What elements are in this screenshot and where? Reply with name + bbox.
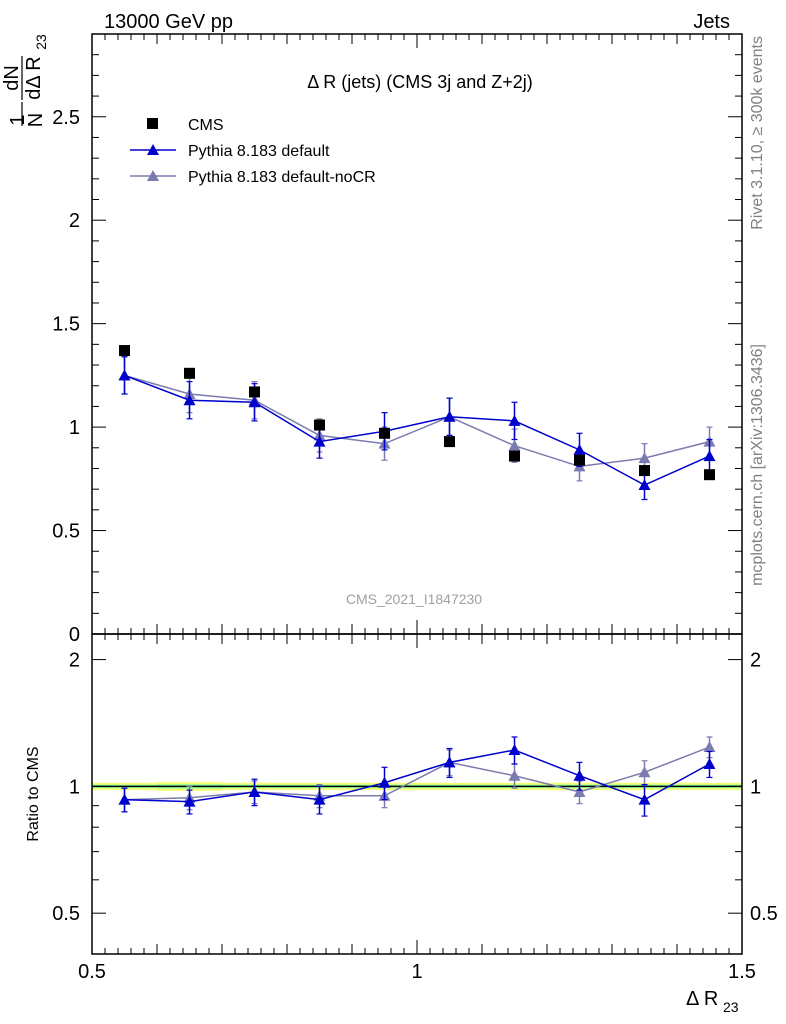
cms-point <box>379 427 390 439</box>
ratio-y-axis-label: Ratio to CMS <box>25 746 42 841</box>
cms-point <box>639 465 650 477</box>
svg-text:23: 23 <box>33 34 49 50</box>
ratio-y-tick-label: 0.5 <box>52 903 80 925</box>
default-point <box>118 369 131 381</box>
main-y-tick-label: 0.5 <box>52 521 80 543</box>
cms-point <box>704 469 715 481</box>
default-point <box>183 394 196 406</box>
default-point <box>248 396 261 408</box>
cms-point <box>444 436 455 448</box>
ratio-default-point <box>313 793 326 805</box>
svg-text:dΔ R: dΔ R <box>23 56 45 99</box>
ratio-frame <box>91 633 743 955</box>
ratio-nocr-point <box>573 785 586 797</box>
analysis-watermark: CMS_2021_I1847230 <box>346 591 482 607</box>
ratio-default-point <box>378 776 391 788</box>
cms-point <box>574 454 585 466</box>
ratio-default-point <box>118 793 131 805</box>
nocr-point <box>508 439 521 451</box>
svg-text:N: N <box>25 113 47 127</box>
legend-default-label: Pythia 8.183 default <box>188 143 330 160</box>
svg-text:dN: dN <box>1 65 23 91</box>
ratio-y-tick-labels-right: 0.5 1 2 <box>750 650 778 926</box>
ratio-nocr-point <box>638 766 651 778</box>
ratio-default-point <box>248 785 261 797</box>
ratio-y-tick-label: 1 <box>69 776 80 798</box>
default-point <box>638 479 651 491</box>
main-y-tick-label: 1.5 <box>52 314 80 336</box>
ratio-panel: 0.5 1 2 0.5 1 2 0.5 1 1.5 Ratio to CMS Δ R 23 <box>25 633 778 1015</box>
rivet-label: Rivet 3.1.10, ≥ 300k events <box>749 36 766 230</box>
main-y-axis-label: 1 N dN dΔ R 23 <box>1 34 49 127</box>
legend-default-marker <box>147 144 159 155</box>
legend-cms-marker <box>147 118 158 129</box>
svg-text:Δ R: Δ R <box>686 988 718 1010</box>
main-y-tick-label: 1 <box>69 417 80 439</box>
default-line <box>124 374 710 486</box>
main-y-tick-label: 2.5 <box>52 107 80 129</box>
ratio-y-tick-label: 2 <box>69 650 80 672</box>
nocr-point <box>638 452 651 464</box>
legend: CMS Pythia 8.183 default Pythia 8.183 de… <box>130 117 376 186</box>
header-jets: Jets <box>693 11 730 33</box>
default-point <box>313 435 326 447</box>
cms-point <box>119 345 130 357</box>
ratio-axis-ticks <box>92 659 742 955</box>
x-tick-labels: 0.5 1 1.5 <box>78 961 756 983</box>
plot-title: Δ R (jets) (CMS 3j and Z+2j) <box>307 72 533 92</box>
default-point <box>573 443 586 455</box>
x-tick-label: 0.5 <box>78 961 106 983</box>
ratio-default-line <box>124 749 710 803</box>
ratio-nocr-point <box>703 741 716 753</box>
legend-cms-label: CMS <box>188 117 224 134</box>
ratio-y-tick-label-right: 2 <box>750 650 761 672</box>
svg-text:1: 1 <box>7 114 29 125</box>
ratio-default-point <box>443 756 456 768</box>
ratio-y-tick-label-right: 0.5 <box>750 903 778 925</box>
legend-nocr-label: Pythia 8.183 default-noCR <box>188 169 376 186</box>
ratio-default-point <box>703 758 716 770</box>
x-tick-label: 1.5 <box>728 961 756 983</box>
main-panel: 0 0.5 1 1.5 2 2.5 1 N dN dΔ R 23 Δ R (jets) (… <box>1 33 743 954</box>
ratio-default-point <box>638 793 651 805</box>
main-y-tick-label: 0 <box>69 624 80 646</box>
ratio-default-point <box>573 769 586 781</box>
default-point <box>443 410 456 422</box>
default-point <box>508 414 521 426</box>
ratio-default-point <box>508 743 521 755</box>
main-y-tick-label: 2 <box>69 210 80 232</box>
ratio-y-tick-labels: 0.5 1 2 <box>52 650 80 926</box>
ratio-default-point <box>183 795 196 807</box>
main-y-tick-labels: 0 0.5 1 1.5 2 2.5 <box>52 107 80 646</box>
cms-point <box>314 419 325 431</box>
default-point <box>703 450 716 462</box>
legend-nocr-marker <box>147 170 159 181</box>
main-axis-ticks <box>91 34 743 954</box>
mcplots-label: mcplots.cern.ch [arXiv:1306.3436] <box>749 344 766 586</box>
ratio-series <box>118 736 716 817</box>
cms-point <box>249 386 260 398</box>
ratio-y-tick-label-right: 1 <box>750 776 761 798</box>
main-series <box>118 345 716 501</box>
x-tick-label: 1 <box>411 961 422 983</box>
x-axis-label: Δ R 23 <box>686 988 739 1015</box>
ratio-nocr-line <box>124 746 710 801</box>
nocr-line <box>124 374 710 468</box>
header-energy: 13000 GeV pp <box>104 11 233 33</box>
svg-text:23: 23 <box>723 999 739 1015</box>
cms-point <box>509 450 520 462</box>
cms-point <box>184 367 195 379</box>
ratio-nocr-point <box>508 769 521 781</box>
